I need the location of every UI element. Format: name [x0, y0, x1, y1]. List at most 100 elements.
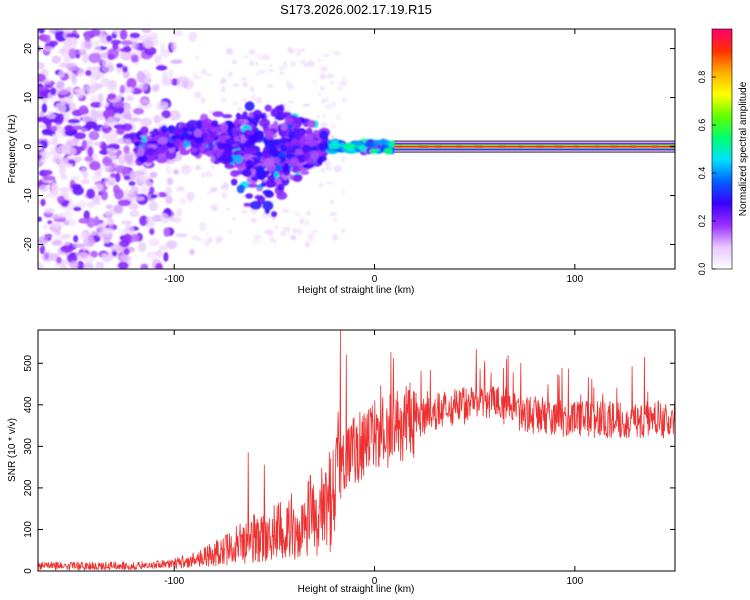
spectrogram-blob	[90, 250, 98, 258]
spectrogram-blob	[80, 127, 88, 133]
spectrogram-blob	[42, 130, 51, 136]
spectrogram-blob	[146, 147, 155, 156]
spectrogram-blob	[234, 136, 240, 142]
spectrogram-blob	[263, 229, 270, 234]
spectrogram-blob	[211, 164, 215, 169]
spectrogram-blob	[342, 74, 346, 82]
spectrogram-blob	[295, 148, 303, 154]
spectrogram-blob	[264, 104, 272, 112]
spectrogram-blob	[188, 31, 197, 42]
spectrogram-blob	[310, 230, 319, 234]
spectrogram-blob	[252, 109, 263, 119]
spectrogram-blob	[108, 155, 118, 160]
spectrogram-blob	[60, 174, 68, 180]
spectrogram-blob	[64, 210, 74, 219]
spectrogram-blob	[219, 154, 231, 165]
spectrogram-blob	[237, 114, 248, 120]
spectrogram-blob	[64, 99, 74, 104]
spectrogram-blob	[260, 182, 267, 188]
spectrogram-blob	[88, 229, 98, 236]
spectrogram-blob	[179, 197, 187, 204]
spectrogram-blob	[288, 100, 294, 104]
spectrogram-blob	[145, 221, 155, 229]
spectrogram-blob	[60, 264, 67, 269]
spectrogram-blob	[105, 134, 119, 144]
colorbar-tick-label: 0.2	[697, 215, 707, 228]
spectrogram-blob	[118, 261, 129, 269]
spectrogram-blob	[264, 130, 274, 140]
spectrogram-blob	[168, 110, 181, 121]
spectrogram-blob	[78, 252, 89, 260]
spectrogram-blob	[48, 29, 58, 35]
spectrogram-blob	[170, 41, 177, 52]
spectrogram-blob	[257, 130, 265, 141]
spectrogram-blob	[269, 236, 275, 243]
spectrogram-blob	[131, 41, 139, 50]
spectrogram-blob	[38, 73, 46, 83]
spectrogram-blob	[258, 118, 271, 128]
spectrogram-blob	[221, 114, 233, 119]
spectrogram-blob	[42, 149, 52, 160]
spectrogram-blob	[302, 143, 310, 154]
spectrogram-blob	[228, 71, 233, 78]
spectrogram-blob	[250, 86, 255, 93]
spectrogram-blob	[245, 193, 254, 199]
spectrogram-blob	[297, 228, 303, 236]
snr-y-tick-label: 300	[23, 438, 34, 455]
colorbar-bar	[712, 29, 732, 269]
spectrogram-blob	[289, 157, 299, 167]
spectrogram-blob	[240, 134, 246, 144]
spectrogram-blob	[244, 55, 248, 60]
spectrogram-blob	[204, 241, 210, 247]
spectrogram-blob	[312, 129, 320, 137]
spectrogram-blob	[66, 33, 77, 38]
spectrogram-blob	[286, 83, 295, 89]
spectrogram-blob	[173, 138, 180, 147]
spectrogram-blob	[149, 186, 155, 195]
spectrogram-blob	[186, 191, 195, 202]
spectrogram-blob	[242, 97, 247, 104]
spectrogram-blob	[90, 101, 103, 108]
spectrogram-blob	[104, 176, 116, 186]
spectrogram-blob	[112, 42, 119, 50]
spectrogram-blob	[268, 149, 280, 156]
spectrogram-blob	[113, 101, 125, 108]
spectrogram-blob	[352, 140, 362, 147]
spectrogram-y-tick-label: 0	[23, 143, 34, 149]
spectrogram-blob	[299, 170, 310, 175]
spectrogram-blob	[310, 150, 319, 161]
spectrogram-blob	[38, 61, 45, 70]
spectrogram-blob	[272, 107, 278, 117]
spectrogram-blob	[38, 216, 42, 222]
spectrogram-blob	[277, 183, 285, 191]
spectrogram-blob	[316, 92, 322, 97]
spectrogram-blob	[262, 146, 270, 156]
spectrogram-blob	[316, 114, 321, 119]
spectrogram-blob	[88, 52, 101, 64]
spectrogram-blob	[245, 147, 256, 155]
spectrogram-blob	[224, 145, 235, 151]
spectrogram-blob	[299, 218, 304, 225]
snr-y-label: SNR (10 * v/v)	[7, 418, 18, 482]
spectrogram-blob	[173, 169, 180, 175]
spectrogram-blob	[112, 29, 121, 35]
spectrogram-blob	[332, 234, 338, 241]
spectrogram-blob	[304, 133, 314, 141]
spectrogram-blob	[41, 80, 52, 85]
spectrogram-blob	[230, 178, 238, 186]
spectrogram-blob	[194, 137, 205, 144]
spectrogram-blob	[221, 86, 226, 93]
colorbar-tick-label: 0.0	[697, 263, 707, 276]
spectrogram-blob	[262, 189, 273, 195]
spectrogram-blob	[282, 208, 290, 213]
spectrogram-blob	[72, 137, 80, 145]
spectrogram-blob	[38, 124, 47, 129]
spectrogram-blob	[232, 127, 238, 138]
spectrogram-blob	[273, 239, 277, 245]
spectrogram-blob	[50, 87, 57, 96]
spectrogram-ridge-dash	[456, 145, 463, 148]
spectrogram-blob	[194, 166, 201, 171]
spectrogram-blob	[220, 185, 225, 189]
spectrogram-blob	[42, 46, 55, 52]
spectrogram-blob	[126, 78, 137, 89]
